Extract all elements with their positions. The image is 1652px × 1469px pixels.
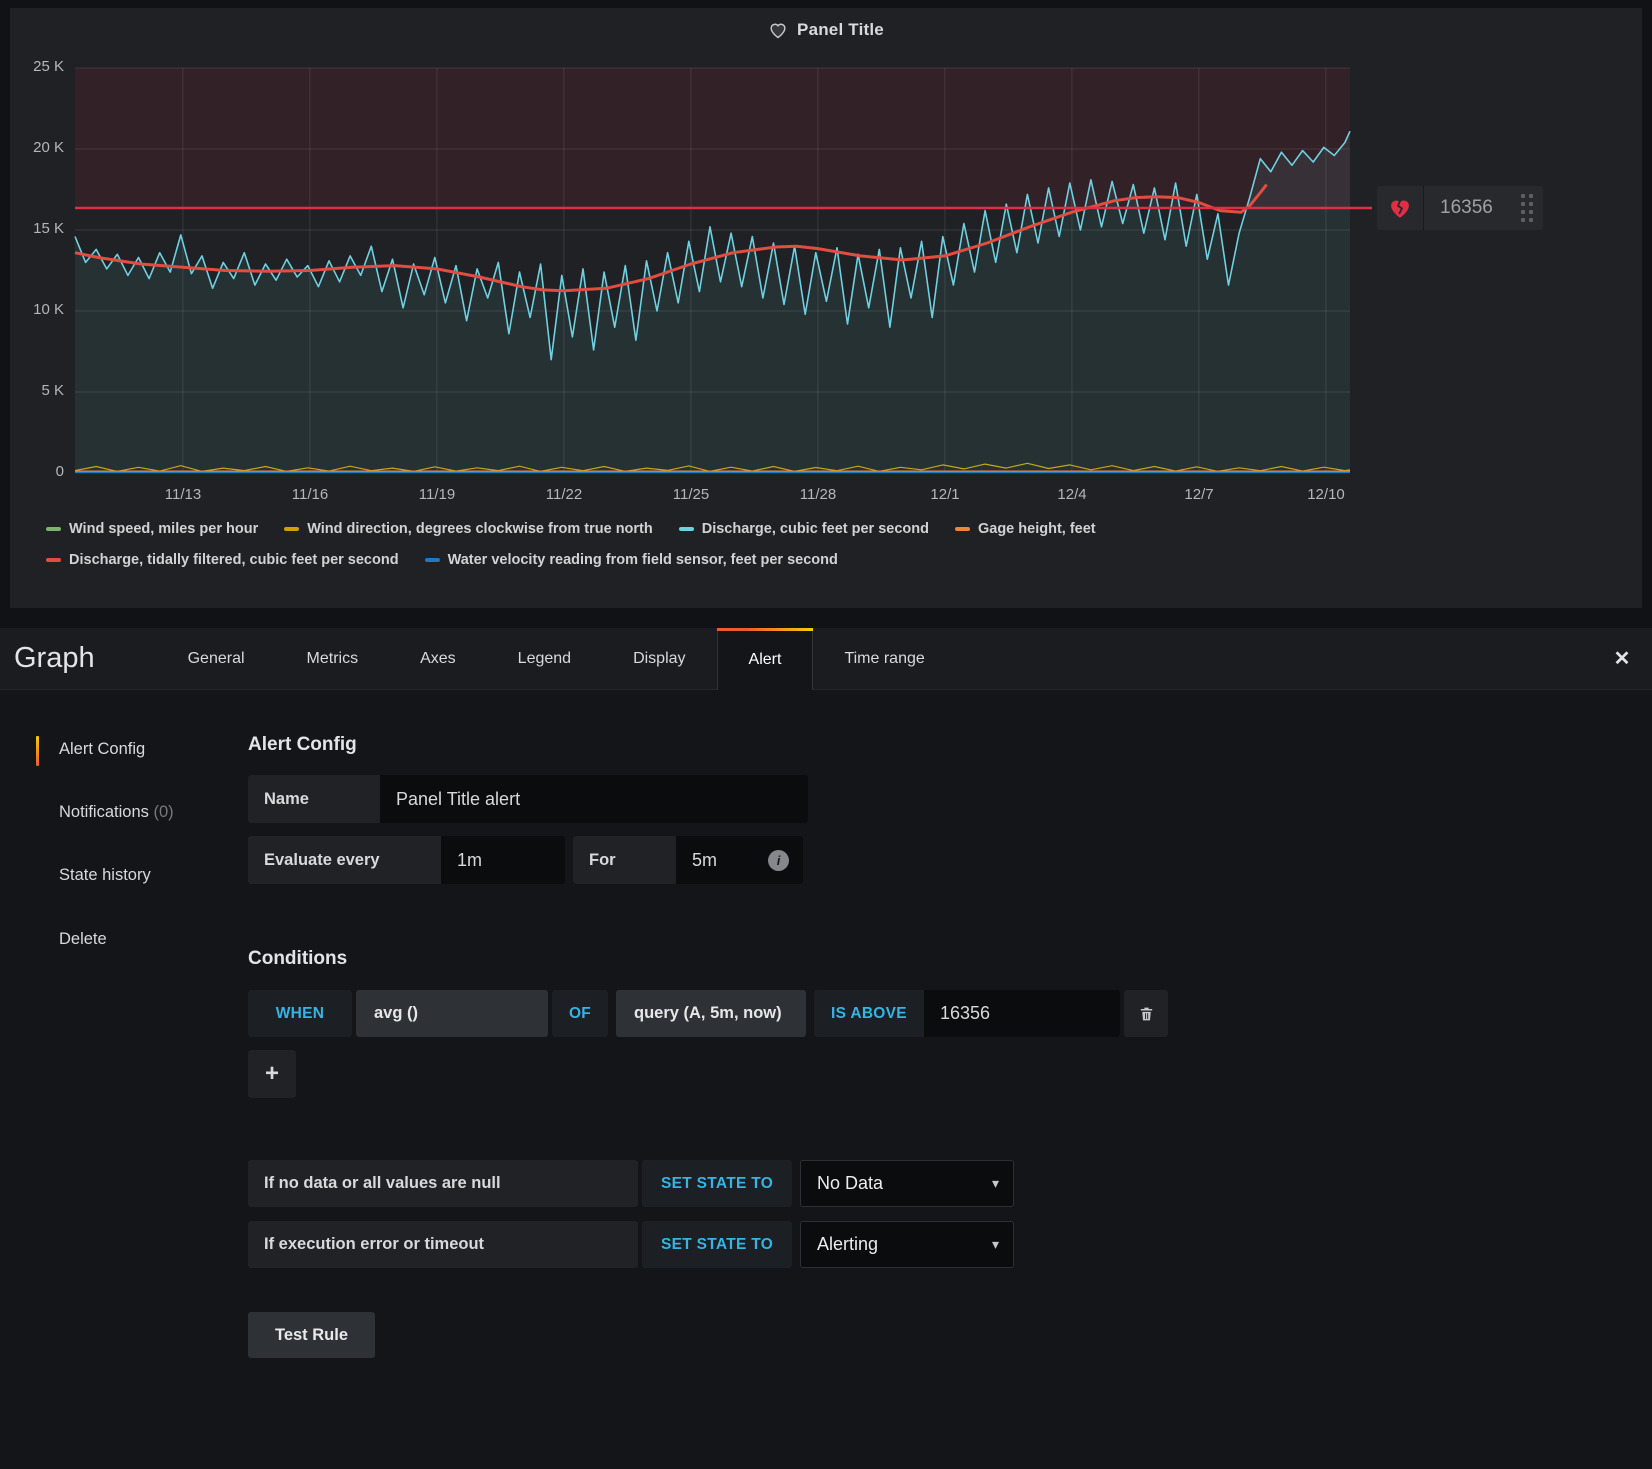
y-axis-tick: 25 K bbox=[33, 58, 64, 75]
sidebar-item-delete[interactable]: Delete bbox=[59, 930, 107, 948]
active-item-indicator bbox=[36, 736, 39, 766]
panel-header[interactable]: Panel Title bbox=[10, 8, 1642, 52]
for-label: For bbox=[573, 836, 676, 884]
editor-header: Graph General Metrics Axes Legend Displa… bbox=[0, 628, 1652, 690]
tab-axes[interactable]: Axes bbox=[420, 649, 456, 667]
y-axis-tick: 10 K bbox=[33, 301, 64, 318]
legend-swatch bbox=[954, 527, 970, 531]
legend-item-wind-direction[interactable]: Wind direction, degrees clockwise from t… bbox=[284, 521, 653, 537]
legend-item-wind-speed[interactable]: Wind speed, miles per hour bbox=[46, 521, 258, 537]
alert-config-heading: Alert Config bbox=[248, 734, 357, 755]
alert-heart-icon bbox=[770, 23, 786, 39]
tab-metrics[interactable]: Metrics bbox=[306, 649, 359, 667]
x-axis-tick: 12/4 bbox=[1057, 486, 1087, 503]
broken-heart-icon bbox=[1377, 186, 1423, 230]
legend-swatch bbox=[424, 558, 440, 562]
x-axis-tick: 11/28 bbox=[799, 486, 837, 503]
y-axis-tick: 0 bbox=[55, 463, 64, 480]
conditions-heading: Conditions bbox=[248, 948, 348, 969]
legend-swatch bbox=[284, 527, 300, 531]
tab-legend[interactable]: Legend bbox=[517, 649, 572, 667]
notifications-count: (0) bbox=[153, 803, 174, 821]
legend-item-discharge[interactable]: Discharge, cubic feet per second bbox=[678, 521, 929, 537]
no-data-set-state-keyword: SET STATE TO bbox=[642, 1160, 792, 1207]
editor-title: Graph bbox=[14, 642, 95, 674]
y-axis-tick: 20 K bbox=[33, 139, 64, 156]
y-axis-tick: 5 K bbox=[41, 382, 64, 399]
legend-item-discharge-filtered[interactable]: Discharge, tidally filtered, cubic feet … bbox=[46, 552, 399, 568]
sidebar-item-notifications[interactable]: Notifications (0) bbox=[59, 803, 174, 821]
panel-editor: Graph General Metrics Axes Legend Displa… bbox=[0, 628, 1652, 1469]
no-data-rule-label: If no data or all values are null bbox=[248, 1160, 638, 1207]
caret-down-icon: ▾ bbox=[991, 1236, 999, 1252]
x-axis-tick: 12/10 bbox=[1307, 486, 1345, 503]
trash-icon bbox=[1140, 1007, 1152, 1020]
add-condition-button[interactable]: + bbox=[248, 1050, 296, 1098]
condition-of-keyword[interactable]: OF bbox=[552, 990, 608, 1037]
x-axis-tick: 11/16 bbox=[291, 486, 329, 503]
legend-swatch bbox=[46, 527, 61, 531]
legend-swatch bbox=[46, 558, 61, 562]
close-icon[interactable]: ✕ bbox=[1613, 647, 1631, 670]
x-axis-tick: 11/19 bbox=[418, 486, 456, 503]
evaluate-every-label: Evaluate every bbox=[248, 836, 441, 884]
legend-item-gage-height[interactable]: Gage height, feet bbox=[954, 521, 1096, 537]
panel-title: Panel Title bbox=[797, 20, 884, 39]
x-axis-tick: 11/25 bbox=[672, 486, 710, 503]
no-data-state-select[interactable]: No Data ▾ bbox=[800, 1160, 1014, 1207]
error-state-select[interactable]: Alerting ▾ bbox=[800, 1221, 1014, 1268]
tab-display[interactable]: Display bbox=[633, 649, 686, 667]
condition-aggregation-segment[interactable]: avg () bbox=[356, 990, 548, 1037]
name-label: Name bbox=[248, 775, 380, 823]
error-rule-label: If execution error or timeout bbox=[248, 1221, 638, 1268]
y-axis-tick: 15 K bbox=[33, 220, 64, 237]
sidebar-item-state-history[interactable]: State history bbox=[59, 866, 151, 884]
sidebar-item-alert-config[interactable]: Alert Config bbox=[59, 740, 146, 758]
delete-condition-button[interactable] bbox=[1124, 990, 1168, 1037]
plus-icon: + bbox=[264, 1060, 279, 1087]
legend-item-water-velocity[interactable]: Water velocity reading from field sensor… bbox=[424, 552, 838, 568]
threshold-handle[interactable]: 16356 bbox=[1377, 186, 1543, 230]
error-set-state-keyword: SET STATE TO bbox=[642, 1221, 792, 1268]
tab-general[interactable]: General bbox=[187, 649, 245, 667]
test-rule-button[interactable]: Test Rule bbox=[248, 1312, 375, 1358]
x-axis-tick: 11/13 bbox=[164, 486, 202, 503]
x-axis-tick: 11/22 bbox=[545, 486, 583, 503]
info-icon[interactable]: i bbox=[768, 850, 789, 871]
condition-operator-keyword[interactable]: IS ABOVE bbox=[814, 990, 924, 1037]
x-axis-tick: 12/1 bbox=[930, 486, 960, 503]
chart-panel: Panel Title 0 5 K 10 K 15 K 20 K 25 K 11… bbox=[10, 8, 1642, 608]
condition-value-input[interactable] bbox=[924, 990, 1120, 1037]
tab-alert[interactable]: Alert bbox=[716, 628, 814, 690]
chart-canvas[interactable] bbox=[10, 8, 1642, 608]
caret-down-icon: ▾ bbox=[991, 1175, 999, 1191]
tab-time-range[interactable]: Time range bbox=[844, 649, 925, 667]
name-input[interactable] bbox=[380, 775, 808, 823]
legend-row: Discharge, tidally filtered, cubic feet … bbox=[46, 552, 838, 568]
threshold-value: 16356 bbox=[1423, 186, 1519, 230]
legend-row: Wind speed, miles per hour Wind directio… bbox=[46, 521, 1096, 537]
editor-body: Alert Config Notifications (0) State his… bbox=[0, 690, 1652, 1469]
for-input[interactable] bbox=[676, 836, 803, 884]
condition-query-segment[interactable]: query (A, 5m, now) bbox=[616, 990, 806, 1037]
evaluate-every-input[interactable] bbox=[441, 836, 565, 884]
condition-when-keyword[interactable]: WHEN bbox=[248, 990, 352, 1037]
x-axis-tick: 12/7 bbox=[1184, 486, 1214, 503]
legend-swatch bbox=[678, 527, 694, 531]
drag-handle-icon[interactable] bbox=[1519, 186, 1543, 230]
